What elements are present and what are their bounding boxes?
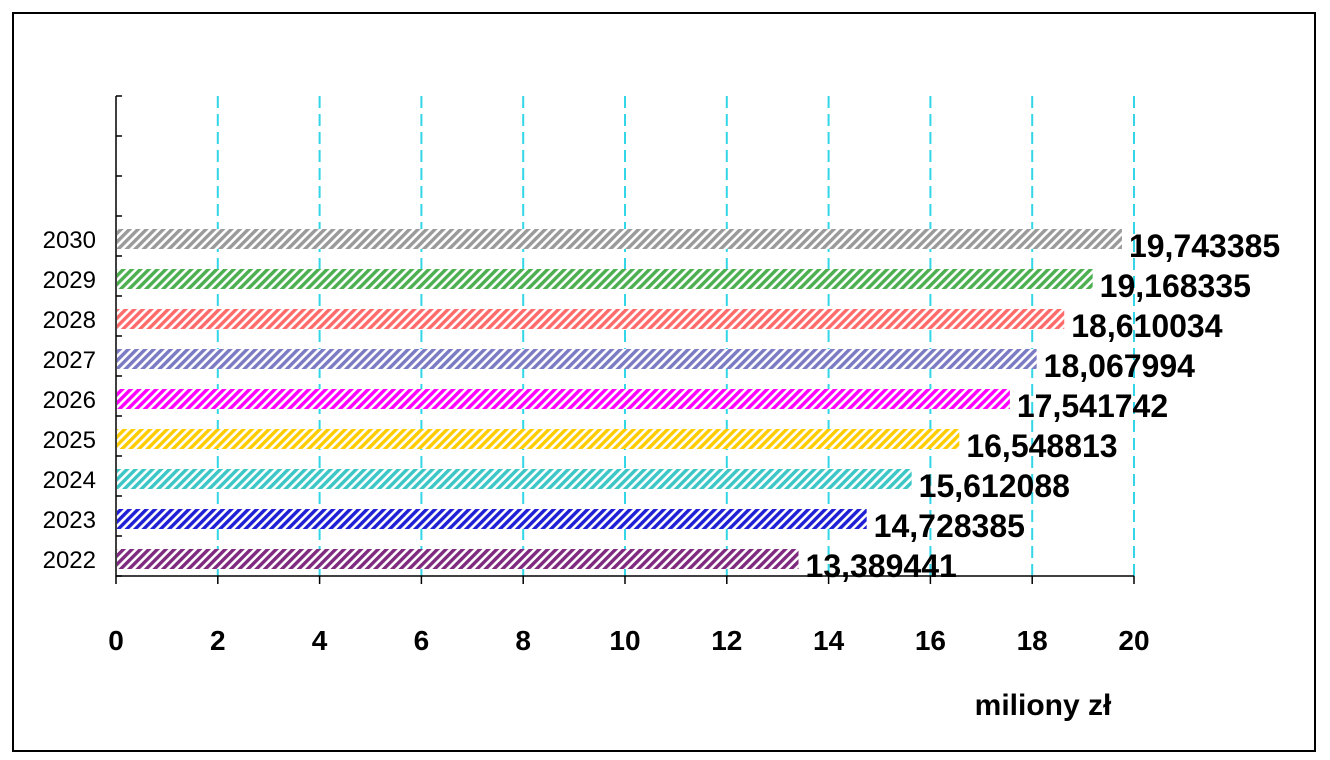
- x-tick-label: 0: [108, 625, 124, 656]
- bar-2022: [117, 549, 799, 569]
- x-tick-label: 18: [1017, 625, 1048, 656]
- x-tick-label: 20: [1118, 625, 1149, 656]
- axes: [115, 95, 1135, 584]
- y-tick-label: 2029: [43, 267, 96, 294]
- y-tick-label: 2030: [43, 227, 96, 254]
- data-label: 13,389441: [806, 548, 957, 584]
- data-label: 19,168335: [1100, 268, 1251, 304]
- bars: [117, 229, 1122, 569]
- x-tick-label: 16: [915, 625, 946, 656]
- chart-frame: [12, 12, 1316, 752]
- data-label: 15,612088: [919, 468, 1070, 504]
- data-label: 16,548813: [966, 428, 1117, 464]
- x-tick-label: 12: [711, 625, 742, 656]
- bar-2029: [117, 269, 1093, 289]
- data-label: 17,541742: [1017, 388, 1168, 424]
- data-label: 18,067994: [1044, 348, 1195, 384]
- x-tick-label: 10: [609, 625, 640, 656]
- x-tick-labels: 0 2 4 6 8 10 12 14 16 18 20: [108, 625, 1149, 656]
- y-tick-label: 2024: [43, 467, 96, 494]
- x-tick-label: 4: [312, 625, 328, 656]
- y-tick-label: 2028: [43, 307, 96, 334]
- x-tick-label: 8: [515, 625, 531, 656]
- bar-2023: [117, 509, 867, 529]
- bar-2027: [117, 349, 1037, 369]
- x-axis-title: miliony zł: [975, 689, 1112, 722]
- bar-2028: [117, 309, 1065, 329]
- y-tick-label: 2022: [43, 547, 96, 574]
- x-tick-label: 2: [210, 625, 226, 656]
- y-tick-labels: 2022 2023 2024 2025 2026 2027 2028 2029 2030: [43, 227, 96, 574]
- y-tick-label: 2025: [43, 427, 96, 454]
- x-tick-label: 14: [813, 625, 845, 656]
- data-label: 19,743385: [1129, 228, 1280, 264]
- bar-2030: [117, 229, 1122, 249]
- data-label: 18,610034: [1071, 308, 1222, 344]
- y-tick-label: 2026: [43, 387, 96, 414]
- data-labels: 13,389441 14,728385 15,612088 16,548813 17,5…: [806, 228, 1281, 584]
- data-label: 14,728385: [874, 508, 1025, 544]
- bar-2026: [117, 389, 1010, 409]
- bar-2025: [117, 429, 960, 449]
- y-tick-label: 2027: [43, 347, 96, 374]
- gridlines: [216, 96, 1135, 576]
- x-tick-label: 6: [414, 625, 430, 656]
- bar-2024: [117, 469, 912, 489]
- y-tick-label: 2023: [43, 507, 96, 534]
